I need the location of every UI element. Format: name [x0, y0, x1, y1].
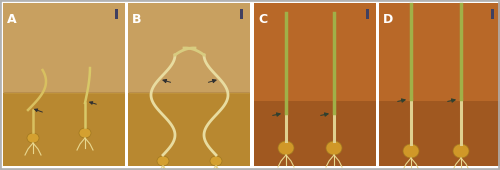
- Bar: [379, 3, 500, 101]
- Bar: [128, 3, 250, 93]
- Bar: [3, 93, 125, 166]
- Ellipse shape: [210, 156, 222, 166]
- Bar: [254, 101, 376, 166]
- Text: D: D: [383, 13, 393, 26]
- Bar: [3, 3, 125, 93]
- Text: B: B: [132, 13, 141, 26]
- Ellipse shape: [27, 133, 39, 143]
- Ellipse shape: [157, 156, 169, 166]
- Bar: [366, 9, 369, 19]
- Ellipse shape: [453, 144, 469, 158]
- Ellipse shape: [403, 144, 419, 158]
- Text: A: A: [7, 13, 16, 26]
- Bar: [128, 93, 250, 166]
- Ellipse shape: [326, 141, 342, 155]
- Bar: [379, 101, 500, 166]
- Ellipse shape: [278, 141, 294, 155]
- Ellipse shape: [79, 128, 91, 138]
- Bar: [491, 9, 494, 19]
- Bar: [115, 9, 118, 19]
- Bar: [254, 3, 376, 101]
- Bar: [240, 9, 243, 19]
- Text: C: C: [258, 13, 267, 26]
